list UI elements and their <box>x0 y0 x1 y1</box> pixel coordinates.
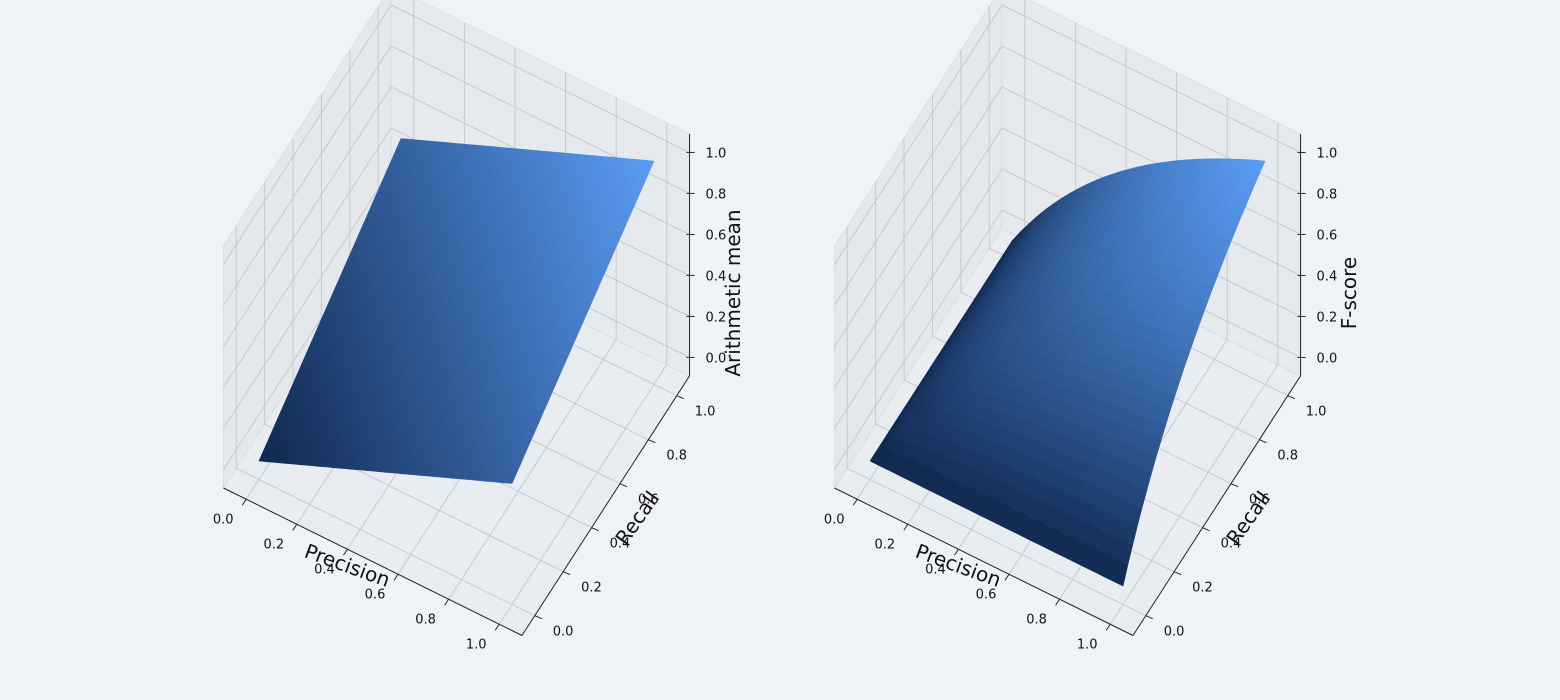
f-score-chart: 0.0 0.2 0.4 0.6 0.8 1.0 0.0 0.2 0.4 0.6 0.8 1.0 0.0 0… <box>824 0 1361 652</box>
z-tick-label: 0.6 <box>1317 228 1338 243</box>
z-tick-label: 0.6 <box>706 228 727 243</box>
tick-mark <box>343 548 348 556</box>
tick-mark <box>444 598 450 606</box>
z-tick-label: 0.0 <box>706 351 727 366</box>
grid-line <box>834 86 1003 347</box>
tick-mark <box>676 395 684 400</box>
tick-mark <box>1055 598 1061 606</box>
tick-mark <box>591 527 599 532</box>
left-pane <box>834 0 1003 490</box>
y-axis-label: Recall <box>610 487 664 550</box>
y-axis-line <box>521 375 690 636</box>
y-tick-label: 0.8 <box>1277 449 1298 464</box>
tick-mark <box>619 483 628 488</box>
y-axis-line <box>1132 375 1301 636</box>
axis-lines <box>834 134 1302 636</box>
z-tick-label: 0.4 <box>706 269 727 284</box>
x-tick-label: 1.0 <box>466 637 487 652</box>
grid-line <box>223 168 392 429</box>
grid-line <box>834 168 1003 429</box>
grid-line <box>1001 4 1301 153</box>
y-tick-label: 0.6 <box>638 493 659 508</box>
grid-line <box>223 127 392 388</box>
tick-mark <box>1145 615 1153 620</box>
tick-mark <box>534 615 542 620</box>
y-tick-label: 0.4 <box>1221 537 1242 552</box>
tick-mark <box>393 573 399 581</box>
tick-mark <box>292 523 298 531</box>
ticks: 0.0 0.2 0.4 0.6 0.8 1.0 0.0 0.2 0.4 0.6 0.8 1.0 0.0 0… <box>824 146 1337 652</box>
x-tick-label: 0.0 <box>213 512 234 527</box>
x-tick-label: 0.2 <box>874 537 895 552</box>
y-tick-label: 0.2 <box>581 581 602 596</box>
surface <box>258 138 655 484</box>
tick-mark <box>852 498 858 506</box>
grid-line <box>1001 86 1301 235</box>
z-tick-label: 0.0 <box>1317 351 1338 366</box>
y-tick-label: 0.0 <box>553 625 574 640</box>
grid-line <box>1109 364 1279 625</box>
y-axis-label: Recall <box>1221 487 1275 550</box>
grid-line <box>223 86 392 347</box>
z-tick-label: 0.2 <box>706 310 727 325</box>
grid-line <box>223 4 392 265</box>
tick-mark <box>1287 395 1295 400</box>
grid-line <box>847 467 1146 617</box>
surface-patch <box>1114 560 1128 587</box>
x-tick-label: 0.6 <box>365 587 386 602</box>
grid-line <box>498 364 668 625</box>
arithmetic-mean-chart: 0.0 0.2 0.4 0.6 0.8 1.0 0.0 0.2 0.4 0.6 0.8 1.0 0.0 0… <box>213 0 745 652</box>
x-tick-label: 0.4 <box>314 562 335 577</box>
grid-line <box>834 4 1003 265</box>
x-tick-label: 0.6 <box>976 587 997 602</box>
grid-line <box>390 4 690 153</box>
z-tick-label: 0.4 <box>1317 269 1338 284</box>
tick-mark <box>241 498 247 506</box>
x-tick-label: 0.8 <box>415 612 436 627</box>
x-tick-label: 0.0 <box>824 512 845 527</box>
x-axis-line <box>223 487 523 636</box>
z-tick-label: 0.8 <box>1317 187 1338 202</box>
surface-patch <box>503 471 518 484</box>
x-tick-label: 1.0 <box>1077 637 1098 652</box>
x-tick-label: 0.2 <box>263 537 284 552</box>
tick-mark <box>1259 439 1267 444</box>
tick-mark <box>954 548 959 556</box>
tick-mark <box>903 523 909 531</box>
y-tick-label: 1.0 <box>695 405 716 420</box>
z-tick-label: 1.0 <box>1317 146 1338 161</box>
tick-mark <box>648 439 656 444</box>
x-tick-label: 0.8 <box>1026 612 1047 627</box>
z-tick-label: 1.0 <box>706 146 727 161</box>
tick-mark <box>1004 573 1010 581</box>
y-tick-label: 0.0 <box>1164 625 1185 640</box>
tick-mark <box>1202 527 1210 532</box>
z-axis-label: Arithmetic mean <box>721 209 745 376</box>
tick-mark <box>1105 623 1111 631</box>
ticks: 0.0 0.2 0.4 0.6 0.8 1.0 0.0 0.2 0.4 0.6 0.8 1.0 0.0 0… <box>213 146 726 652</box>
z-axis-label: F-score <box>1337 257 1361 329</box>
z-tick-label: 0.2 <box>1317 310 1338 325</box>
y-tick-label: 1.0 <box>1306 405 1327 420</box>
x-axis-line <box>834 487 1134 636</box>
x-tick-label: 0.4 <box>925 562 946 577</box>
y-tick-label: 0.4 <box>610 537 631 552</box>
grid-line <box>834 209 1003 470</box>
y-tick-label: 0.6 <box>1249 493 1270 508</box>
axis-lines <box>223 134 691 636</box>
tick-mark <box>494 623 500 631</box>
grid-line <box>834 127 1003 388</box>
tick-mark <box>1230 483 1239 488</box>
grid-line <box>448 339 617 600</box>
y-tick-label: 0.2 <box>1192 581 1213 596</box>
tick-mark <box>562 571 571 576</box>
surface <box>869 158 1266 587</box>
grid-line <box>834 45 1003 306</box>
y-tick-label: 0.8 <box>666 449 687 464</box>
z-tick-label: 0.8 <box>706 187 727 202</box>
grid-line <box>236 467 535 617</box>
grid-line <box>223 45 392 306</box>
tick-mark <box>1173 571 1182 576</box>
